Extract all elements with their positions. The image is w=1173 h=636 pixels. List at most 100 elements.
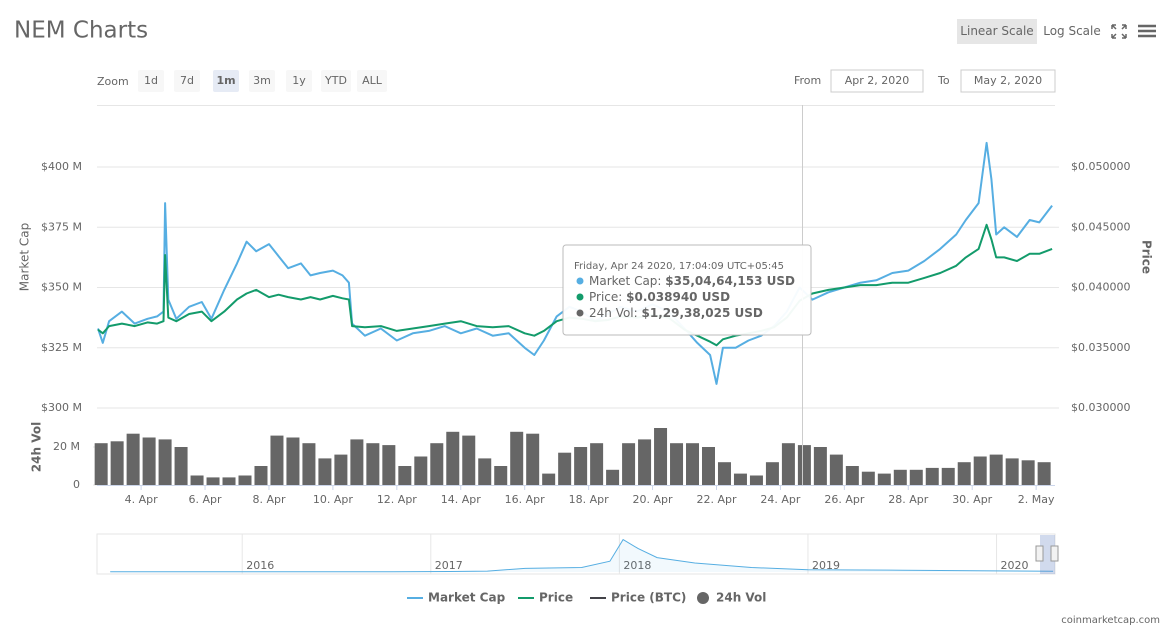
volume-bar bbox=[925, 467, 939, 485]
volume-bar bbox=[1005, 458, 1019, 485]
volume-bar bbox=[366, 443, 380, 485]
zoom-button-label[interactable]: 3m bbox=[253, 74, 271, 87]
from-input[interactable] bbox=[830, 69, 924, 93]
volume-bar bbox=[286, 437, 300, 485]
volume-bar bbox=[1021, 460, 1035, 485]
x-tick-label: 26. Apr bbox=[824, 493, 864, 506]
x-tick-label: 14. Apr bbox=[441, 493, 481, 506]
tooltip-date: Friday, Apr 24 2020, 17:04:09 UTC+05:45 bbox=[574, 261, 784, 272]
fullscreen-icon[interactable] bbox=[1111, 24, 1127, 39]
volume-bar bbox=[206, 477, 220, 485]
legend-label[interactable]: 24h Vol bbox=[716, 591, 766, 605]
volume-bar bbox=[941, 467, 955, 485]
scale-button[interactable] bbox=[1039, 19, 1105, 44]
scale-button-label[interactable]: Linear Scale bbox=[960, 24, 1033, 38]
volume-bar bbox=[622, 443, 636, 485]
y2-tick-label: $0.040000 bbox=[1071, 281, 1131, 294]
volume-bar bbox=[478, 458, 492, 485]
navigator-tick-label: 2016 bbox=[246, 559, 274, 572]
volume-bar bbox=[558, 452, 572, 485]
x-tick-label: 8. Apr bbox=[252, 493, 285, 506]
volume-bar bbox=[797, 445, 811, 485]
zoom-button-label[interactable]: ALL bbox=[362, 74, 383, 87]
tooltip-row-label: 24h Vol: bbox=[589, 306, 638, 320]
x-tick-label: 10. Apr bbox=[313, 493, 353, 506]
y-axis-title: Market Cap bbox=[18, 223, 32, 291]
from-date[interactable]: Apr 2, 2020 bbox=[845, 74, 910, 87]
tooltip-row-value: $0.038940 USD bbox=[626, 290, 730, 304]
zoom-button-label[interactable]: 1d bbox=[144, 74, 158, 87]
legend-label[interactable]: Price (BTC) bbox=[611, 591, 686, 605]
volume-bar bbox=[781, 443, 795, 485]
volume-bar bbox=[701, 447, 715, 485]
volume-bar bbox=[350, 439, 364, 485]
tooltip-rows: Market Cap: $35,04,64,153 USD Price: $0.0… bbox=[576, 274, 795, 320]
volume-bar bbox=[414, 456, 428, 485]
zoom-button[interactable] bbox=[286, 70, 312, 92]
volume-bar bbox=[654, 428, 668, 485]
volume-bar bbox=[254, 466, 268, 485]
fullscreen-glyph[interactable] bbox=[1111, 24, 1127, 39]
tooltip-row-label: Market Cap: bbox=[589, 274, 661, 288]
zoom-button-label[interactable]: 1m bbox=[216, 74, 235, 87]
volume-bar bbox=[813, 447, 827, 485]
volume-bar bbox=[973, 456, 987, 485]
tooltip-row: 24h Vol: $1,29,38,025 USD bbox=[589, 306, 763, 320]
to-input[interactable] bbox=[960, 69, 1056, 93]
y-tick-label: $400 M bbox=[41, 160, 82, 173]
navigator-tick-label: 2019 bbox=[812, 559, 840, 572]
volume-bar bbox=[877, 473, 891, 485]
zoom-button-label[interactable]: YTD bbox=[324, 74, 347, 87]
volume-bar bbox=[270, 435, 284, 485]
navigator-selection[interactable] bbox=[1040, 535, 1055, 574]
volume-bar bbox=[606, 469, 620, 485]
y2-tick-label: $0.035000 bbox=[1071, 341, 1131, 354]
tooltip: Friday, Apr 24 2020, 17:04:09 UTC+05:45 … bbox=[562, 244, 812, 336]
volume-bar bbox=[382, 445, 396, 485]
volume-bar bbox=[861, 471, 875, 485]
volume-bar bbox=[638, 439, 652, 485]
scale-button-label[interactable]: Log Scale bbox=[1043, 24, 1101, 38]
chart-marks: $300 M $325 M $350 M $375 M $400 M $0.030000 $… bbox=[41, 141, 1131, 574]
legend-label[interactable]: Price bbox=[539, 591, 573, 605]
volume-bar bbox=[670, 443, 684, 485]
zoom-button[interactable] bbox=[138, 70, 164, 92]
navigator-handle[interactable] bbox=[1050, 545, 1059, 562]
menu-icon[interactable] bbox=[1138, 24, 1156, 38]
tooltip-row: Price: $0.038940 USD bbox=[589, 290, 730, 304]
zoom-button[interactable] bbox=[213, 70, 239, 92]
footer-credit: coinmarketcap.com bbox=[1061, 615, 1160, 626]
volume-bar bbox=[110, 441, 124, 485]
volume-bar bbox=[174, 447, 188, 485]
volume-bar bbox=[957, 462, 971, 485]
volume-bar bbox=[446, 431, 460, 485]
zoom-button[interactable] bbox=[249, 70, 275, 92]
zoom-button[interactable] bbox=[357, 70, 387, 92]
zoom-button-label[interactable]: 7d bbox=[180, 74, 194, 87]
x-tick-label: 20. Apr bbox=[633, 493, 673, 506]
volume-bar bbox=[462, 435, 476, 485]
y-tick-label: 20 M bbox=[53, 440, 80, 453]
x-tick-label: 16. Apr bbox=[505, 493, 545, 506]
zoom-button[interactable] bbox=[321, 70, 351, 92]
scale-button[interactable] bbox=[957, 19, 1037, 44]
navigator-handle[interactable] bbox=[1035, 545, 1044, 562]
volume-bar bbox=[542, 473, 556, 485]
volume-bar bbox=[686, 443, 700, 485]
legend: Market Cap Price Price (BTC) 24h Vol bbox=[407, 591, 766, 605]
volume-bar bbox=[909, 469, 923, 485]
volume-bar bbox=[318, 458, 332, 485]
volume-bar bbox=[222, 477, 236, 485]
volume-bar bbox=[845, 466, 859, 485]
navigator-tick-label: 2017 bbox=[435, 559, 463, 572]
legend-label[interactable]: Market Cap bbox=[428, 591, 506, 605]
volume-axis-title: 24h Vol bbox=[30, 422, 44, 472]
legend-symbol[interactable] bbox=[697, 592, 709, 604]
volume-bar bbox=[526, 433, 540, 485]
zoom-button[interactable] bbox=[174, 70, 200, 92]
zoom-button-label[interactable]: 1y bbox=[292, 74, 306, 87]
tooltip-box bbox=[562, 244, 812, 336]
volume-bar bbox=[749, 475, 763, 485]
to-date[interactable]: May 2, 2020 bbox=[974, 74, 1042, 87]
